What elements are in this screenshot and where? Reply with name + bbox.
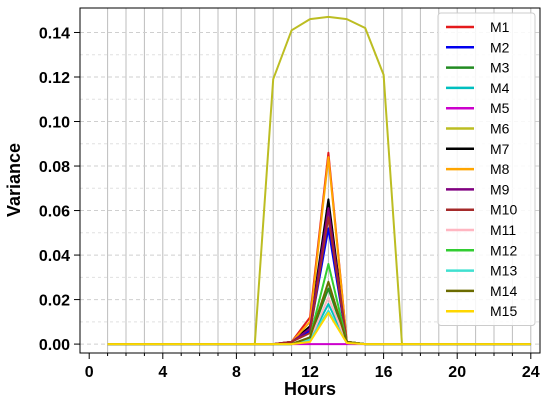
y-tick-label: 0.12 [39,70,70,87]
legend-label: M2 [490,39,510,55]
legend-label: M13 [490,263,517,279]
series-lines [107,15,531,346]
x-axis-title: Hours [284,379,336,399]
y-tick-label: 0.08 [39,159,70,176]
x-tick-label: 0 [85,364,94,381]
legend-label: M12 [490,242,517,258]
y-tick-label: 0.02 [39,293,70,310]
series-line-m15 [107,311,531,346]
legend-label: M4 [490,80,510,96]
y-tick-label: 0.06 [39,204,70,221]
y-tick-label: 0.14 [39,25,70,42]
x-tick-label: 8 [232,364,241,381]
legend-label: M1 [490,19,510,35]
x-tick-label: 12 [301,364,319,381]
y-tick-label: 0.00 [39,337,70,354]
x-tick-label: 16 [375,364,393,381]
x-tick-label: 20 [448,364,466,381]
legend-box [437,12,536,326]
legend-label: M5 [490,100,510,116]
y-tick-label: 0.10 [39,115,70,132]
y-tick-label: 0.04 [39,248,70,265]
legend-label: M15 [490,303,517,319]
legend-label: M6 [490,121,510,137]
legend-label: M11 [490,222,516,238]
legend-label: M8 [490,161,510,177]
legend: M1 M2 M3 M4 M5 M6 M7 M8 M9 M10 M11 M12 M13 M14 M15 [437,12,536,326]
axis-ticks: 0 4 8 12 16 20 24 0.00 0.02 0.04 0.06 0.08 0.10 0.12 0… [39,25,540,381]
legend-label: M7 [490,141,510,157]
legend-label: M9 [490,181,510,197]
x-tick-label: 24 [522,364,540,381]
y-axis-title: Variance [4,143,24,217]
x-tick-label: 4 [158,364,167,381]
legend-label: M14 [490,283,517,299]
legend-label: M10 [490,202,517,218]
legend-label: M3 [490,60,510,76]
